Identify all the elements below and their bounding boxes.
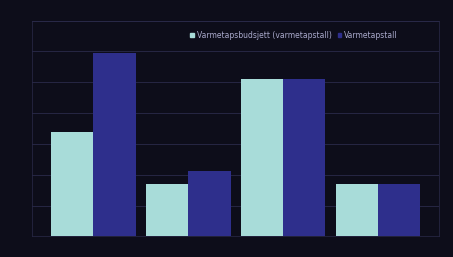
Bar (378, 184, 420, 236)
Bar (188, 171, 231, 236)
Bar (241, 79, 283, 236)
Bar (93, 53, 135, 236)
Bar (51, 132, 93, 236)
Legend: Varmetapsbudsjett (varmetapstall), Varmetapstall: Varmetapsbudsjett (varmetapstall), Varme… (190, 31, 397, 40)
Bar (336, 184, 378, 236)
Bar (283, 79, 325, 236)
Bar (146, 184, 188, 236)
